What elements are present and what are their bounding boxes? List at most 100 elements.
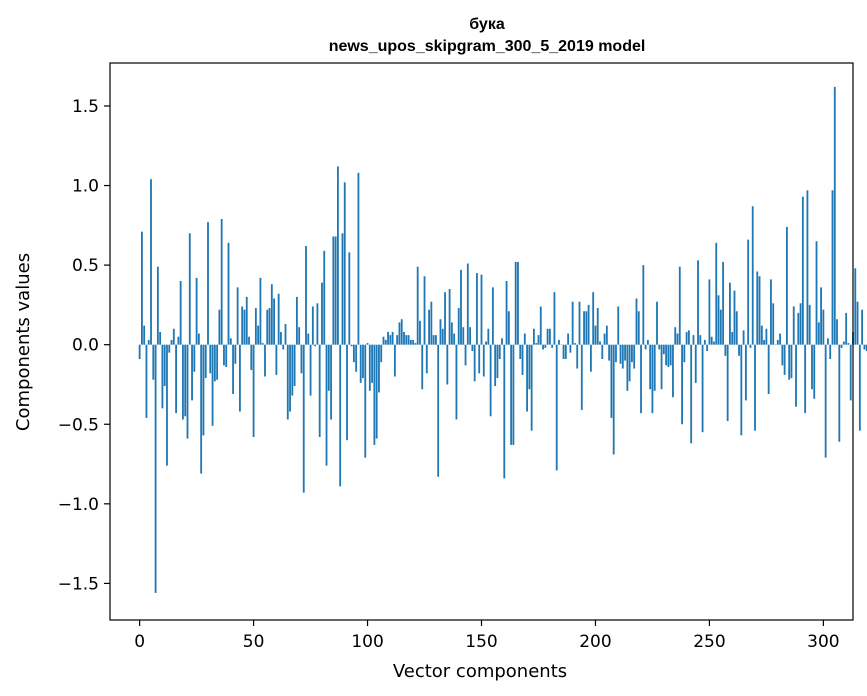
- bar: [656, 301, 658, 345]
- bar: [266, 309, 269, 345]
- bar: [685, 331, 688, 345]
- bar: [724, 344, 727, 356]
- bar: [476, 273, 478, 345]
- bar: [558, 339, 560, 345]
- bar: [845, 312, 848, 345]
- bar: [275, 344, 278, 375]
- bar: [842, 341, 845, 345]
- bar: [806, 190, 809, 345]
- bar: [150, 179, 152, 345]
- bar: [589, 344, 592, 372]
- bar: [460, 269, 462, 345]
- bar: [220, 218, 223, 345]
- bar: [409, 339, 412, 345]
- bar: [341, 233, 344, 345]
- bar: [446, 344, 449, 385]
- y-tick-label: −0.5: [58, 415, 99, 435]
- bar: [756, 271, 759, 345]
- bar: [175, 344, 177, 414]
- bar: [788, 344, 791, 380]
- bar: [191, 344, 193, 401]
- bar: [182, 344, 184, 420]
- bar: [710, 336, 713, 345]
- bar: [193, 344, 196, 372]
- bar: [758, 276, 761, 345]
- bar: [138, 344, 141, 359]
- bar: [393, 344, 396, 377]
- bar: [601, 344, 604, 359]
- bar: [856, 301, 859, 345]
- bar: [273, 298, 276, 345]
- bar: [277, 293, 280, 345]
- bar: [779, 333, 781, 345]
- bar: [738, 344, 740, 356]
- bar: [435, 335, 437, 345]
- bar: [548, 328, 551, 345]
- bar: [455, 344, 458, 420]
- bar: [168, 344, 171, 353]
- bar: [544, 344, 547, 348]
- bar: [439, 319, 442, 345]
- bar: [464, 344, 467, 366]
- bar: [236, 287, 239, 345]
- bar: [692, 335, 695, 345]
- bar: [795, 344, 797, 407]
- bar: [660, 344, 663, 390]
- bar: [298, 327, 301, 345]
- bar: [154, 344, 157, 593]
- bar: [143, 325, 146, 345]
- bar: [640, 344, 642, 414]
- bar: [813, 344, 816, 399]
- bar: [744, 344, 747, 401]
- chart-title: бука: [469, 16, 505, 33]
- bar: [580, 344, 583, 410]
- x-tick-label: 150: [465, 632, 497, 652]
- bar: [170, 339, 173, 345]
- bar: [229, 338, 232, 345]
- bar: [811, 344, 813, 390]
- bar: [754, 344, 756, 431]
- bar: [526, 344, 528, 412]
- y-tick-label: 1.0: [72, 177, 99, 197]
- bar: [781, 344, 784, 366]
- bar: [551, 344, 554, 348]
- bar: [646, 339, 649, 345]
- bar: [380, 344, 383, 363]
- bar: [419, 320, 421, 345]
- x-tick-label: 50: [243, 632, 265, 652]
- bar: [350, 344, 353, 347]
- bar: [849, 344, 852, 401]
- bar: [248, 336, 250, 345]
- bar: [487, 328, 490, 345]
- bar: [731, 331, 734, 345]
- bar: [824, 344, 827, 458]
- bar: [706, 344, 709, 352]
- bar: [321, 282, 323, 345]
- bar: [507, 311, 510, 345]
- bar: [213, 344, 216, 382]
- bar: [482, 344, 485, 377]
- bar: [366, 343, 369, 345]
- bar: [489, 344, 492, 417]
- bar: [719, 309, 722, 345]
- bar: [683, 344, 686, 363]
- x-tick-label: 300: [807, 632, 839, 652]
- bar: [250, 344, 253, 371]
- bar: [662, 344, 665, 355]
- bar: [801, 196, 804, 345]
- bar: [747, 239, 750, 345]
- x-tick-label: 100: [351, 632, 383, 652]
- bar: [642, 265, 645, 345]
- bar: [840, 344, 843, 348]
- bar: [797, 312, 800, 345]
- bar: [166, 344, 168, 466]
- bar: [587, 304, 590, 345]
- bar: [512, 344, 515, 445]
- bar: [503, 344, 506, 479]
- x-axis-label: Vector components: [393, 661, 567, 682]
- bar: [635, 298, 638, 345]
- bar: [437, 344, 440, 477]
- bar: [295, 296, 298, 345]
- bar: [610, 344, 613, 418]
- bar: [245, 296, 248, 345]
